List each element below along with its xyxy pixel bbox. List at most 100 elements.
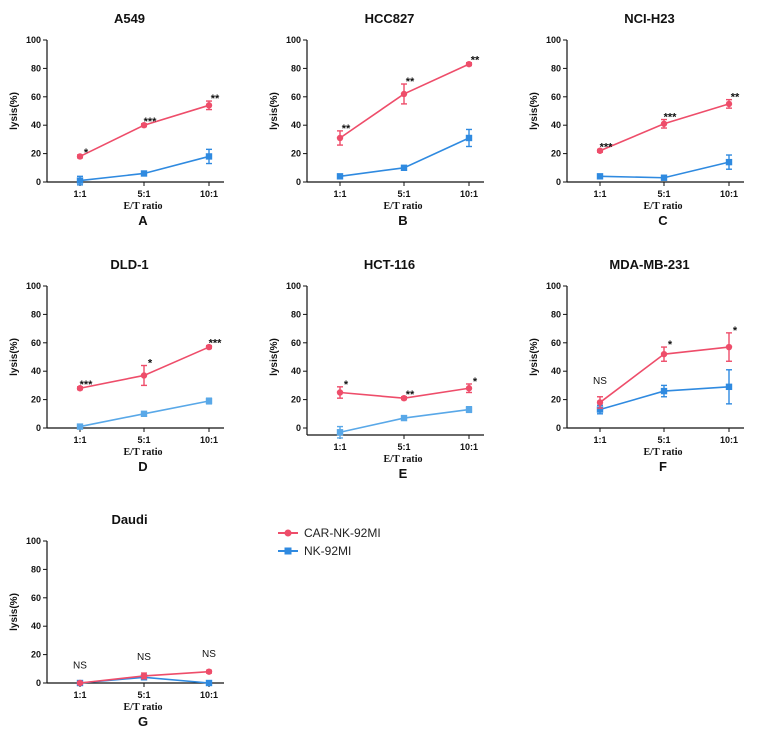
car-data-point [400, 394, 408, 402]
y-tick-label: 100 [286, 35, 301, 45]
x-tick-label: 10:1 [200, 189, 218, 199]
y-tick-label: 80 [31, 63, 41, 73]
x-tick-label: 10:1 [720, 189, 738, 199]
significance-label: * [148, 358, 153, 370]
significance-label: *** [144, 116, 158, 128]
significance-label: ** [406, 76, 415, 88]
nk-data-point [660, 174, 668, 181]
car-data-point [76, 385, 84, 392]
y-tick-label: 40 [551, 120, 561, 130]
car-data-point [660, 350, 668, 358]
y-tick-label: 100 [26, 281, 41, 291]
panel-letter: A [138, 213, 148, 228]
y-tick-label: 20 [31, 149, 41, 159]
y-tick-label: 0 [36, 678, 41, 688]
car-data-point [596, 147, 604, 154]
y-tick-label: 40 [31, 621, 41, 631]
y-axis-label: lysis(%) [9, 92, 20, 130]
y-tick-label: 40 [31, 366, 41, 376]
chart-title: Daudi [111, 512, 147, 527]
car-data-point [205, 343, 213, 351]
y-axis-label: lysis(%) [9, 338, 20, 376]
panel-letter: E [399, 466, 408, 481]
legend-nk-label: NK-92MI [304, 544, 351, 558]
chart-panel-g: Daudi 0 20 40 60 80 100 1:1 5:1 10:1 E/T ratio lysi… [9, 512, 224, 729]
significance-label: ** [731, 92, 740, 104]
x-axis-label: E/T ratio [384, 454, 423, 465]
nk-data-point [205, 397, 213, 405]
x-tick-label: 1:1 [593, 189, 606, 199]
x-tick-label: 5:1 [137, 189, 150, 199]
car-data-point [660, 120, 668, 127]
y-tick-label: 100 [546, 281, 561, 291]
y-tick-label: 20 [291, 149, 301, 159]
x-tick-label: 10:1 [200, 690, 218, 700]
car-data-point [205, 668, 213, 675]
car-data-point [140, 122, 148, 129]
y-tick-label: 100 [26, 536, 41, 546]
car-data-point [400, 90, 408, 98]
nk-data-point [336, 429, 344, 436]
nk-data-point [400, 414, 408, 422]
significance-label: * [344, 379, 349, 391]
y-axis-label: lysis(%) [269, 338, 280, 376]
y-tick-label: 0 [296, 423, 301, 433]
y-tick-label: 60 [551, 338, 561, 348]
y-tick-label: 60 [551, 92, 561, 102]
y-tick-label: 40 [31, 120, 41, 130]
panel-letter: F [659, 459, 667, 474]
nk-data-point [725, 383, 733, 391]
nk-data-point [660, 387, 668, 395]
x-axis-label: E/T ratio [124, 201, 163, 212]
y-tick-label: 0 [556, 177, 561, 187]
y-tick-label: 60 [31, 338, 41, 348]
nk-data-point [76, 423, 84, 430]
x-tick-label: 1:1 [73, 690, 86, 700]
nk-data-point [205, 153, 213, 160]
significance-label: * [668, 339, 673, 351]
x-axis-label: E/T ratio [384, 201, 423, 212]
nk-data-point [596, 173, 604, 180]
chart-panel-f: MDA-MB-231 0 20 40 60 80 100 1:1 5:1 10:1 E/T rati… [529, 257, 744, 474]
y-tick-label: 20 [551, 395, 561, 405]
nk-data-point [140, 410, 148, 417]
car-data-point [140, 672, 148, 680]
legend-car-marker [284, 529, 292, 537]
legend-car-label: CAR-NK-92MI [304, 526, 381, 540]
car-data-point [76, 679, 84, 687]
chart-panel-b: HCC827 0 20 40 60 80 100 1:1 5:1 10:1 E/T ratio lys… [269, 11, 484, 228]
significance-label: *** [600, 141, 614, 153]
nk-data-point [76, 177, 84, 184]
x-tick-label: 10:1 [460, 189, 478, 199]
chart-title: HCC827 [365, 11, 415, 26]
y-tick-label: 40 [551, 366, 561, 376]
significance-label: * [473, 376, 478, 388]
car-data-point [76, 153, 84, 160]
y-tick-label: 60 [291, 338, 301, 348]
nk-data-point [400, 164, 408, 171]
nk-data-point [465, 134, 473, 142]
car-data-point [336, 134, 344, 142]
y-tick-label: 20 [31, 650, 41, 660]
significance-label: * [84, 147, 89, 159]
x-tick-label: 5:1 [137, 435, 150, 445]
car-data-point [336, 389, 344, 396]
x-tick-label: 1:1 [593, 435, 606, 445]
significance-label: NS [593, 376, 607, 387]
y-tick-label: 80 [291, 63, 301, 73]
y-tick-label: 80 [551, 309, 561, 319]
chart-panel-c: NCI-H23 0 20 40 60 80 100 1:1 5:1 10:1 E/T ratio ly… [529, 11, 744, 228]
y-tick-label: 100 [286, 281, 301, 291]
car-data-point [140, 372, 148, 379]
x-axis-label: E/T ratio [124, 702, 163, 713]
significance-label: *** [209, 338, 223, 350]
x-tick-label: 1:1 [333, 442, 346, 452]
x-tick-label: 5:1 [397, 189, 410, 199]
nk-data-point [596, 406, 604, 413]
chart-title: DLD-1 [110, 257, 148, 272]
y-tick-label: 40 [291, 120, 301, 130]
chart-title: A549 [114, 11, 145, 26]
x-tick-label: 10:1 [200, 435, 218, 445]
chart-panel-d: DLD-1 0 20 40 60 80 100 1:1 5:1 10:1 E/T ratio lysi… [9, 257, 224, 474]
legend-nk-marker [284, 547, 292, 555]
